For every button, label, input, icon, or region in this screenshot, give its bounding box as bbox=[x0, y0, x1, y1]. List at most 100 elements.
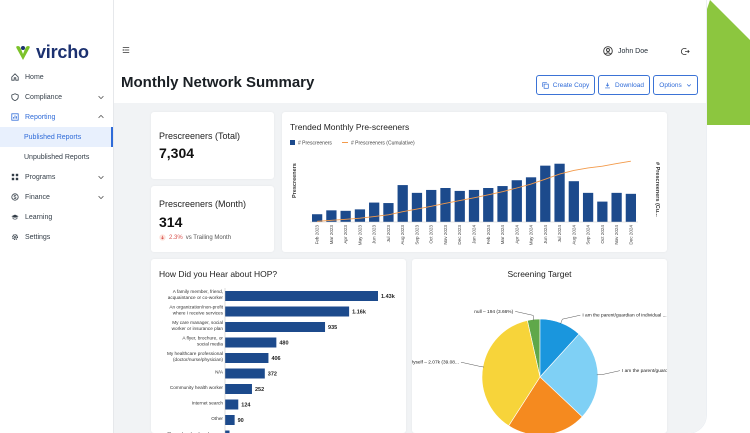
trend-bar[interactable] bbox=[326, 210, 337, 222]
hop-bar[interactable] bbox=[225, 368, 265, 379]
kpi-delta: 2.3% vs Trailing Month bbox=[159, 234, 231, 241]
trend-bar[interactable] bbox=[440, 188, 451, 222]
sidebar-item-programs[interactable]: Programs bbox=[0, 167, 113, 187]
hop-chart: 1.43k A family member, friend, acquaintanc… bbox=[167, 288, 396, 433]
sidebar-nav: Home Compliance Reporting Published Repo… bbox=[0, 67, 113, 247]
gear-icon bbox=[11, 233, 19, 241]
menu-collapse-icon[interactable] bbox=[122, 46, 130, 54]
x-tick-label: May 2024 bbox=[529, 225, 534, 246]
category-label: N/A bbox=[215, 370, 224, 375]
hop-bar[interactable] bbox=[225, 430, 230, 433]
pie-slice[interactable] bbox=[508, 376, 583, 433]
trend-bar[interactable] bbox=[454, 190, 465, 222]
sidebar-item-label: Settings bbox=[25, 233, 51, 241]
hop-bar[interactable] bbox=[225, 306, 350, 317]
hop-bar[interactable] bbox=[225, 399, 239, 410]
hop-bar[interactable] bbox=[225, 291, 378, 301]
options-label: Options bbox=[659, 81, 682, 89]
trend-bar[interactable] bbox=[311, 214, 323, 222]
trend-bar[interactable] bbox=[525, 177, 537, 222]
hop-chart-card: How Did you Hear about HOP? 1.43k A famil… bbox=[151, 259, 406, 433]
create-copy-label: Create Copy bbox=[552, 81, 590, 89]
legend-label: # Prescreeners (Cumulative) bbox=[351, 141, 415, 147]
x-tick-label: Jun 2023 bbox=[372, 225, 377, 244]
sidebar-item-published-reports[interactable]: Published Reports bbox=[0, 127, 113, 147]
hop-bar[interactable] bbox=[225, 322, 326, 332]
trend-bar[interactable] bbox=[369, 202, 380, 222]
sidebar-item-label: Learning bbox=[25, 213, 53, 221]
sidebar-item-compliance[interactable]: Compliance bbox=[0, 87, 113, 107]
trend-bar[interactable] bbox=[411, 192, 423, 222]
pie-slice-label: I am the parent/guardian of individual .… bbox=[582, 313, 666, 319]
sidebar: vircho Home Compliance Reporting Publish… bbox=[0, 0, 114, 433]
x-tick-label: Feb 2024 bbox=[486, 225, 491, 245]
category-label: My healthcare professional (doctor/nurse/… bbox=[167, 351, 223, 362]
trend-bar[interactable] bbox=[597, 201, 608, 222]
hop-bar[interactable] bbox=[225, 337, 277, 348]
dollar-icon bbox=[11, 193, 19, 201]
x-tick-label: Mar 2024 bbox=[500, 225, 505, 245]
x-tick-label: Jul 2024 bbox=[557, 225, 562, 243]
trend-bar[interactable] bbox=[397, 185, 408, 222]
bar-value-label: 90 bbox=[238, 418, 244, 424]
cumulative-line bbox=[317, 160, 631, 222]
x-tick-label: Dec 2024 bbox=[628, 225, 633, 245]
sidebar-item-label: Programs bbox=[25, 173, 56, 181]
bar-value-label: 480 bbox=[279, 341, 288, 347]
trend-bar[interactable] bbox=[554, 163, 565, 222]
sidebar-item-unpublished-reports[interactable]: Unpublished Reports bbox=[24, 153, 90, 161]
trend-bar[interactable] bbox=[511, 180, 522, 222]
sidebar-item-learning[interactable]: Learning bbox=[0, 207, 113, 227]
y2-axis-title: # Prescreeners (Cu... bbox=[654, 162, 660, 217]
trend-bar[interactable] bbox=[468, 189, 480, 222]
trend-bar[interactable] bbox=[540, 165, 551, 222]
sidebar-item-settings[interactable]: Settings bbox=[0, 227, 113, 247]
hop-bar[interactable] bbox=[225, 415, 235, 425]
sidebar-item-home[interactable]: Home bbox=[0, 67, 113, 87]
trend-bar[interactable] bbox=[354, 209, 366, 222]
trend-bar[interactable] bbox=[497, 186, 508, 222]
hop-bar[interactable] bbox=[225, 353, 269, 363]
x-tick-label: Sep 2023 bbox=[414, 225, 419, 245]
pie-slice-label: I am the parent/guardia... bbox=[622, 368, 667, 374]
y-axis-title: Prescreeners bbox=[292, 163, 298, 198]
trend-bar[interactable] bbox=[582, 192, 594, 222]
hop-bar[interactable] bbox=[225, 384, 252, 394]
x-tick-label: May 2023 bbox=[357, 225, 362, 246]
trend-chart: # Prescreeners # Prescreeners (Cumulative… bbox=[290, 140, 660, 246]
top-bar: John Doe bbox=[114, 34, 706, 70]
sidebar-item-finance[interactable]: Finance bbox=[0, 187, 113, 207]
app-window: vircho Home Compliance Reporting Publish… bbox=[0, 0, 706, 433]
trend-bar[interactable] bbox=[483, 188, 494, 222]
pie-leader-line bbox=[596, 370, 621, 376]
chevron-down-icon bbox=[686, 84, 691, 87]
trend-bar[interactable] bbox=[625, 193, 637, 222]
bar-value-label: 935 bbox=[328, 325, 337, 331]
category-label: A flyer, brochure, or social media bbox=[182, 336, 223, 347]
category-label: A family member, friend, acquaintance or … bbox=[168, 289, 224, 300]
sidebar-item-reporting[interactable]: Reporting bbox=[0, 107, 113, 127]
brand-logo[interactable]: vircho bbox=[14, 42, 89, 63]
trend-bar[interactable] bbox=[383, 203, 394, 222]
trend-bar[interactable] bbox=[611, 192, 622, 222]
kpi-delta-note: vs Trailing Month bbox=[185, 234, 232, 241]
user-menu[interactable]: John Doe bbox=[603, 46, 648, 56]
download-button[interactable]: Download bbox=[598, 75, 650, 95]
options-button[interactable]: Options bbox=[653, 75, 698, 95]
x-tick-label: Jul 2023 bbox=[386, 225, 391, 243]
bar-value-label: 252 bbox=[255, 387, 264, 393]
home-icon bbox=[11, 73, 19, 81]
category-label: Internet search bbox=[192, 401, 224, 406]
bar-value-label: 1.43k bbox=[381, 294, 396, 300]
chart-icon bbox=[11, 113, 19, 121]
x-tick-label: Nov 2023 bbox=[443, 225, 448, 245]
legend-label: # Prescreeners bbox=[298, 141, 332, 147]
logout-icon[interactable] bbox=[681, 47, 690, 56]
create-copy-button[interactable]: Create Copy bbox=[536, 75, 595, 95]
trend-bar[interactable] bbox=[340, 210, 351, 222]
trend-bar[interactable] bbox=[568, 181, 579, 222]
graduation-icon bbox=[11, 214, 19, 220]
category-label: My care manager, social worker or insuran… bbox=[172, 320, 224, 331]
category-label: Through school or daycare bbox=[167, 432, 223, 433]
category-label: Community health worker bbox=[170, 385, 224, 390]
